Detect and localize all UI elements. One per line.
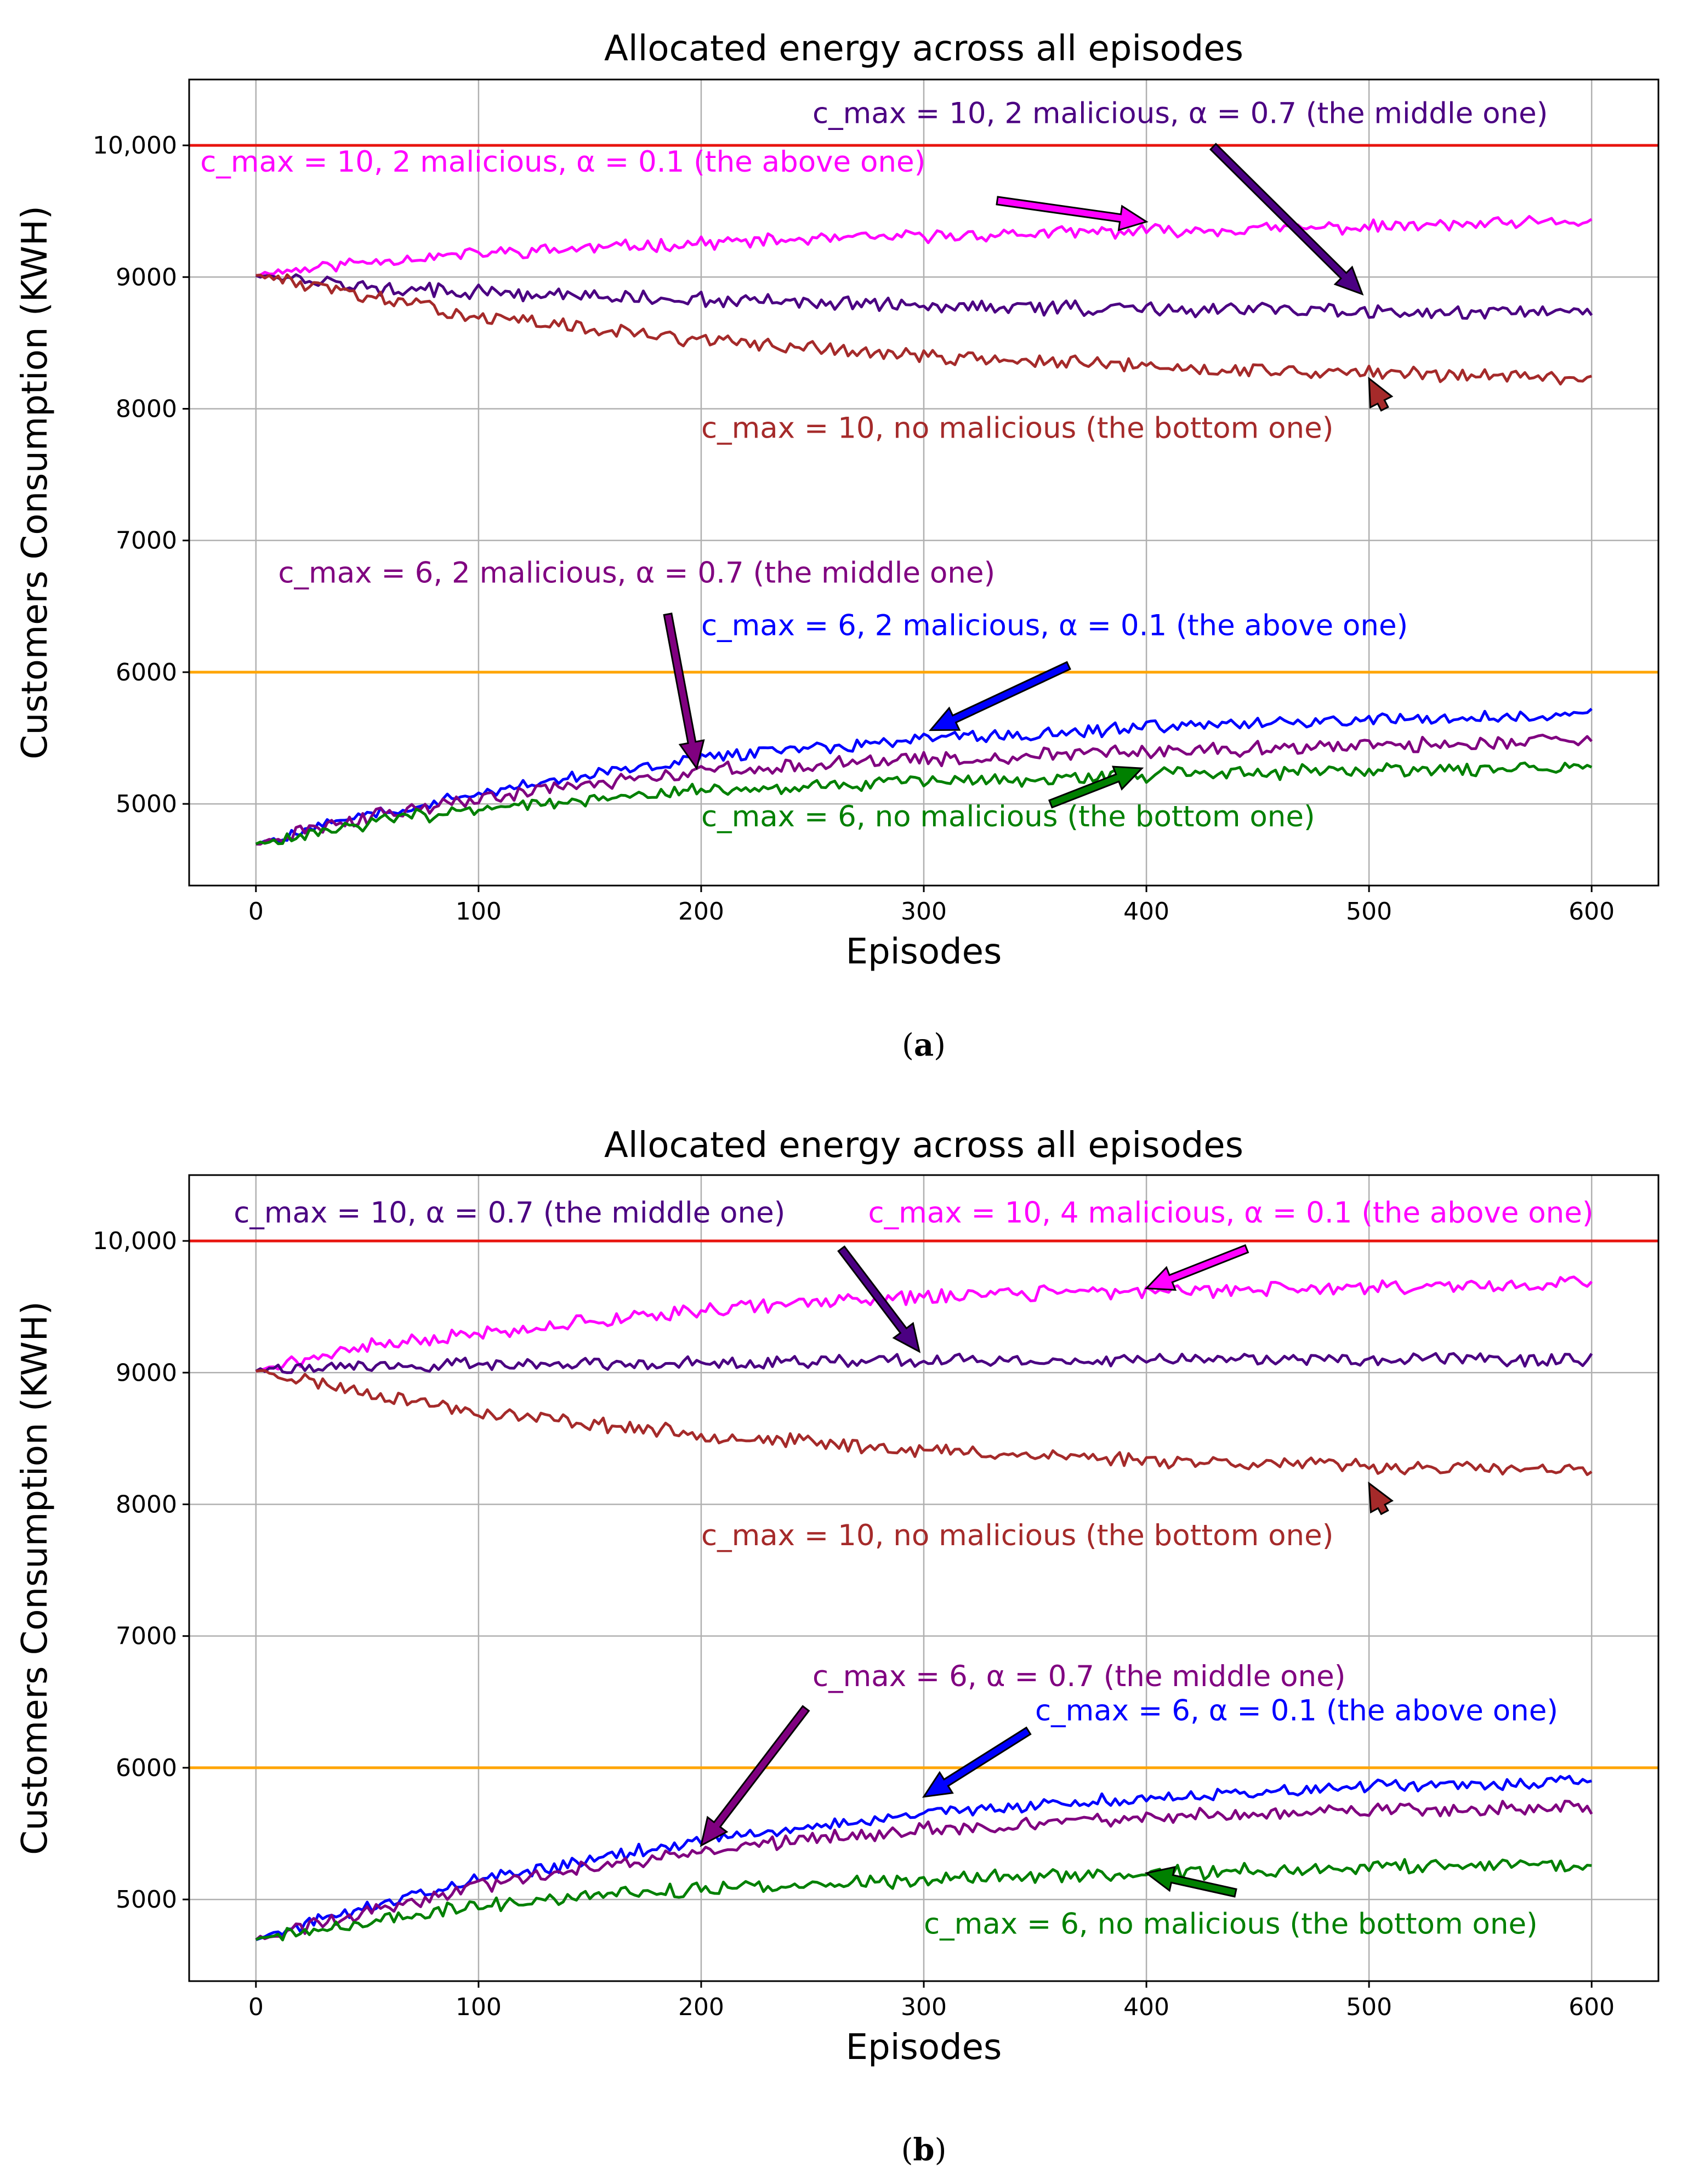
annotation-arrow xyxy=(1048,765,1144,809)
annotation-text: c_max = 10, no malicious (the bottom one… xyxy=(701,1519,1333,1552)
y-tick-label: 10,000 xyxy=(93,132,177,160)
caption-open-paren: ( xyxy=(902,1028,914,1063)
y-tick-label: 7000 xyxy=(116,527,177,555)
caption-letter: b xyxy=(913,2132,934,2168)
y-tick-label: 9000 xyxy=(116,1359,177,1387)
annotation-text: c_max = 6, no malicious (the bottom one) xyxy=(924,1908,1538,1941)
series-line xyxy=(255,1858,1592,1942)
caption-close-paren: ) xyxy=(934,1028,946,1063)
caption-open-paren: ( xyxy=(901,2132,913,2168)
annotation-text: c_max = 10, no malicious (the bottom one… xyxy=(701,411,1333,445)
annotation-arrow xyxy=(663,612,705,770)
annotation-text: c_max = 10, 2 malicious, α = 0.1 (the ab… xyxy=(200,145,925,179)
annotation-arrow xyxy=(1144,1244,1249,1291)
annotation-arrow xyxy=(1368,376,1394,412)
x-tick-label: 500 xyxy=(1346,898,1392,926)
series-line xyxy=(255,1369,1593,1476)
series-line xyxy=(255,1800,1593,1941)
series-line xyxy=(255,273,1593,320)
chart-title: Allocated energy across all episodes xyxy=(604,1125,1243,1166)
x-tick-label: 500 xyxy=(1346,1993,1392,2021)
annotation-text: c_max = 6, no malicious (the bottom one) xyxy=(701,800,1315,833)
x-tick-label: 200 xyxy=(678,898,724,926)
panel-caption: (b) xyxy=(901,2132,947,2168)
y-tick-label: 5000 xyxy=(116,790,177,818)
x-tick-label: 0 xyxy=(248,898,264,926)
y-tick-label: 9000 xyxy=(116,263,177,291)
annotation-text: c_max = 10, 4 malicious, α = 0.1 (the ab… xyxy=(868,1196,1593,1229)
annotation-text: c_max = 10, α = 0.7 (the middle one) xyxy=(234,1196,785,1229)
chart-title: Allocated energy across all episodes xyxy=(604,29,1243,69)
y-tick-label: 5000 xyxy=(116,1886,177,1914)
chart-panel-b: 0 100 200 300 400 500 600 5000 6000 7000 8000 9000 1… xyxy=(15,1125,1660,2168)
x-tick-label: 400 xyxy=(1123,898,1169,926)
y-axis-label: Customers Consumption (KWH) xyxy=(15,206,55,759)
x-tick-label: 0 xyxy=(248,1993,264,2021)
x-tick-label: 400 xyxy=(1123,1993,1169,2021)
annotation-arrow xyxy=(928,661,1071,731)
annotation-text: c_max = 6, 2 malicious, α = 0.7 (the mid… xyxy=(278,557,995,590)
caption-close-paren: ) xyxy=(935,2132,947,2168)
series-line xyxy=(255,761,1593,846)
annotation-arrow xyxy=(837,1245,921,1353)
series-line xyxy=(255,1352,1593,1374)
annotation-arrow xyxy=(1368,1481,1394,1516)
x-tick-label: 100 xyxy=(456,1993,502,2021)
x-axis-label: Episodes xyxy=(846,2027,1002,2068)
annotation-text: c_max = 6, α = 0.1 (the above one) xyxy=(1035,1694,1558,1727)
series-line xyxy=(255,734,1593,846)
y-tick-label: 8000 xyxy=(116,395,177,423)
annotation-text: c_max = 6, α = 0.7 (the middle one) xyxy=(812,1660,1345,1693)
annotation-text: c_max = 10, 2 malicious, α = 0.7 (the mi… xyxy=(812,97,1548,130)
caption-letter: a xyxy=(914,1027,934,1063)
y-tick-label: 10,000 xyxy=(93,1227,177,1255)
x-tick-label: 300 xyxy=(901,898,947,926)
x-tick-label: 600 xyxy=(1569,898,1615,926)
annotation-arrow xyxy=(1144,1866,1237,1898)
panel-caption: (a) xyxy=(902,1027,946,1063)
annotation-arrow xyxy=(922,1726,1032,1798)
series-line xyxy=(255,273,1592,385)
x-tick-label: 600 xyxy=(1569,1993,1615,2021)
series-line xyxy=(255,215,1593,277)
annotation-arrow xyxy=(700,1705,810,1847)
series-line xyxy=(255,707,1593,846)
y-axis-label: Customers Consumption (KWH) xyxy=(15,1301,55,1855)
annotation-arrow xyxy=(996,196,1149,231)
y-tick-label: 7000 xyxy=(116,1623,177,1650)
series-line xyxy=(255,1275,1593,1373)
y-tick-label: 6000 xyxy=(116,1754,177,1782)
x-tick-label: 300 xyxy=(901,1993,947,2021)
x-tick-label: 200 xyxy=(678,1993,724,2021)
chart-panel-a: 0 100 200 300 400 500 600 5000 6000 7000 8000 9000 1… xyxy=(15,29,1660,1063)
x-tick-label: 100 xyxy=(456,898,502,926)
y-tick-label: 6000 xyxy=(116,659,177,687)
x-axis-label: Episodes xyxy=(846,932,1002,972)
annotation-text: c_max = 6, 2 malicious, α = 0.1 (the abo… xyxy=(701,609,1408,643)
annotation-arrow xyxy=(1209,143,1364,296)
y-tick-label: 8000 xyxy=(116,1490,177,1518)
